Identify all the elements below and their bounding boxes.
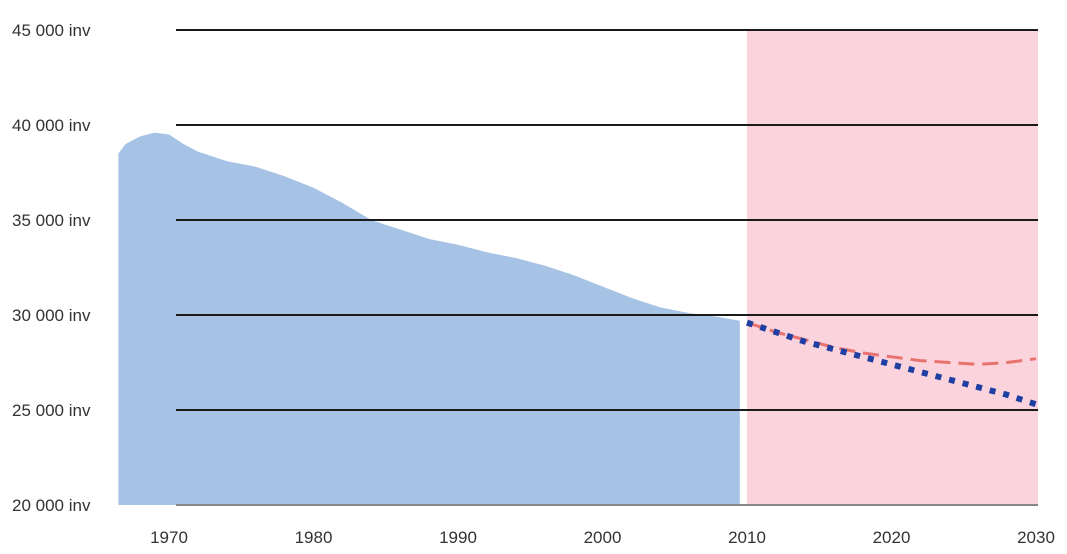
x-axis-tick-labels: 1970 1980 1990 2000 2010 2020 2030 [150,528,1055,547]
y-tick-label: 25 000 inv [12,401,91,420]
y-axis-tick-labels: 20 000 inv 25 000 inv 30 000 inv 35 000 inv… [12,21,91,515]
x-tick-label: 2020 [873,528,911,547]
y-tick-label: 20 000 inv [12,496,91,515]
x-tick-label: 2000 [584,528,622,547]
x-tick-label: 1980 [295,528,333,547]
x-tick-label: 1970 [150,528,188,547]
projection-period-area [747,31,1038,505]
x-tick-label: 2030 [1017,528,1055,547]
gridline-layer [176,29,1038,506]
y-tick-label: 45 000 inv [12,21,91,40]
historical-population-area [118,132,740,505]
fill-layer [118,31,1038,505]
x-tick-label: 2010 [728,528,766,547]
y-tick-label: 35 000 inv [12,211,91,230]
y-tick-label: 30 000 inv [12,306,91,325]
x-tick-label: 1990 [439,528,477,547]
projection-line-layer [746,319,1037,408]
high-projection-line [746,321,1037,366]
y-tick-label: 40 000 inv [12,116,91,135]
